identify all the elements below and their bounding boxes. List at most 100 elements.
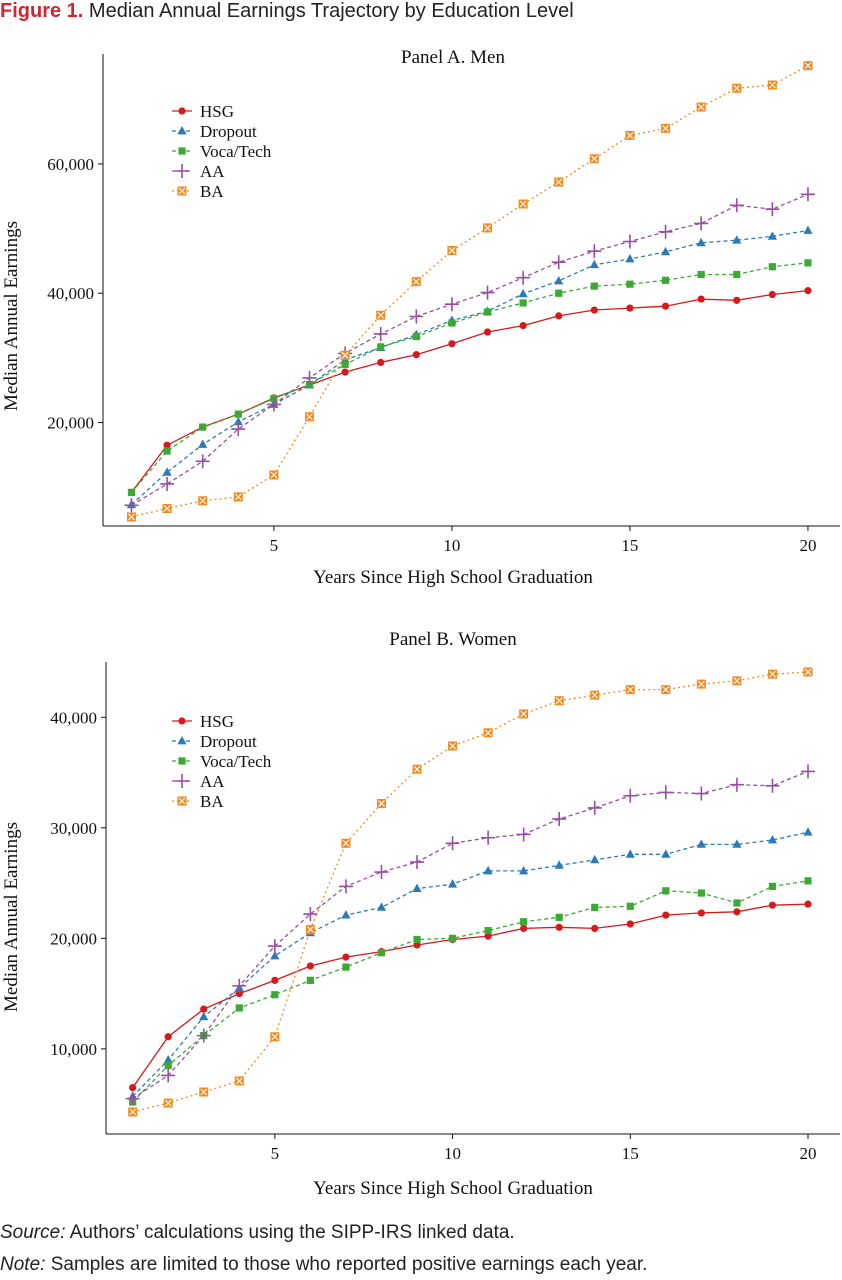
panel-b-point-ba bbox=[341, 838, 351, 848]
panel-a-series bbox=[124, 61, 815, 522]
panel-b-line-dropout bbox=[132, 831, 809, 1097]
panel-b-point-hsg bbox=[271, 976, 279, 984]
panel-a-series-aa bbox=[124, 187, 815, 513]
panel-a-legend-marker bbox=[175, 164, 189, 178]
source-text: Authors’ calculations using the SIPP-IRS… bbox=[65, 1222, 515, 1243]
panel-b-point-voca-tech bbox=[377, 949, 386, 957]
panel-b-point-ba bbox=[554, 696, 564, 706]
panel-a-point-dropout bbox=[198, 439, 208, 448]
panel-a-legend-marker bbox=[178, 147, 186, 155]
panel-a-point-hsg bbox=[519, 321, 527, 330]
panel-b-x-tick-label: 15 bbox=[622, 1144, 639, 1163]
panel-b-point-ba bbox=[483, 728, 493, 738]
panel-b-point-ba bbox=[448, 741, 458, 751]
panel-a-point-aa bbox=[480, 285, 495, 300]
panel-b-point-voca-tech bbox=[662, 887, 670, 895]
panel-b-point-voca-tech bbox=[342, 963, 350, 971]
panel-b-legend-item-voca-tech: Voca/Tech bbox=[172, 752, 272, 771]
panel-b-legend-marker bbox=[178, 757, 186, 765]
panel-b-series-voca-tech bbox=[129, 877, 812, 1106]
panel-b-ticks: 5 10 15 20 10,000 20,000 30,000 40,000 bbox=[50, 708, 816, 1163]
panel-b-point-dropout bbox=[483, 865, 493, 875]
panel-a-legend-label: HSG bbox=[200, 102, 234, 121]
panel-b-point-voca-tech bbox=[164, 1061, 172, 1070]
panel-b-point-aa bbox=[161, 1068, 176, 1083]
panel-a-point-dropout bbox=[660, 246, 671, 256]
panel-a-legend-label: AA bbox=[200, 162, 225, 181]
panel-a-point-hsg bbox=[768, 290, 776, 299]
panel-a-point-ba bbox=[483, 223, 493, 233]
panel-b-y-tick-label: 20,000 bbox=[50, 929, 97, 948]
panel-b-legend-marker bbox=[177, 736, 187, 745]
panel-b-y-axis-label: Median Annual Earnings bbox=[1, 822, 22, 1012]
source-label: Source: bbox=[0, 1222, 66, 1243]
panel-b-point-voca-tech bbox=[591, 903, 599, 911]
panel-b-point-ba bbox=[163, 1098, 173, 1108]
panel-a-line-dropout bbox=[131, 229, 809, 506]
panel-a-legend-label: BA bbox=[200, 182, 224, 201]
panel-a-point-hsg bbox=[412, 351, 420, 359]
panel-b-point-hsg bbox=[235, 990, 243, 998]
source-note: Source: Authors’ calculations using the … bbox=[0, 1222, 842, 1244]
panel-a-legend-marker bbox=[178, 107, 186, 115]
panel-a-point-aa bbox=[729, 198, 744, 213]
panel-b-legend-label: HSG bbox=[200, 712, 234, 731]
panel-a-x-tick-label: 5 bbox=[270, 536, 279, 555]
panel-b-series-dropout bbox=[128, 827, 813, 1100]
panel-b-point-hsg bbox=[484, 932, 492, 940]
panel-b-point-voca-tech bbox=[520, 918, 528, 926]
panel-a-point-aa bbox=[800, 187, 815, 202]
panel-a-point-ba bbox=[554, 177, 564, 187]
panel-a-line-hsg bbox=[130, 289, 809, 493]
panel-a-y-axis-label: Median Annual Earnings bbox=[1, 221, 22, 411]
panel-a-point-ba bbox=[340, 350, 350, 360]
figure-label: Figure 1. bbox=[0, 0, 84, 22]
panel-a-point-aa bbox=[551, 255, 566, 270]
panel-a-x-tick-label: 10 bbox=[443, 536, 460, 555]
panel-b-point-hsg bbox=[200, 1005, 208, 1013]
panel-b-point-aa bbox=[232, 978, 247, 993]
panel-b-point-aa bbox=[267, 939, 282, 954]
panel-b-point-hsg bbox=[626, 920, 634, 928]
panel-a-x-axis-label: Years Since High School Graduation bbox=[313, 567, 593, 588]
panel-b-point-ba bbox=[128, 1107, 138, 1117]
panel-a-point-hsg bbox=[448, 340, 456, 348]
panel-a-point-aa bbox=[587, 244, 602, 259]
panel-a-point-ba bbox=[625, 130, 635, 140]
panel-a-point-aa bbox=[124, 498, 139, 513]
note-text: Samples are limited to those who reporte… bbox=[45, 1254, 648, 1275]
panel-b-point-hsg bbox=[591, 924, 599, 932]
panel-b-point-hsg bbox=[129, 1083, 137, 1092]
panel-b-legend-marker bbox=[175, 774, 189, 788]
panel-b-point-hsg bbox=[555, 923, 563, 931]
panel-b-point-voca-tech bbox=[555, 913, 563, 921]
panel-b-line-hsg bbox=[132, 903, 809, 1088]
panel-b-point-ba bbox=[234, 1076, 244, 1086]
panel-a-point-ba bbox=[305, 412, 315, 422]
panel-b-legend-marker bbox=[177, 796, 187, 806]
panel-b-point-aa bbox=[303, 907, 318, 922]
panel-a-point-aa bbox=[516, 270, 531, 285]
panel-b-point-dropout bbox=[341, 910, 351, 919]
panel-b-point-aa bbox=[481, 830, 496, 845]
panel-b-title: Panel B. Women bbox=[389, 629, 517, 650]
panel-b-line-voca-tech bbox=[132, 880, 809, 1103]
panel-a-point-voca-tech bbox=[768, 263, 776, 271]
panel-a-point-aa bbox=[765, 202, 780, 217]
panel-b-point-ba bbox=[732, 676, 742, 686]
panel-b-chart: Panel B. Women 5 10 15 20 10,000 20,000 30,000… bbox=[1, 629, 840, 1199]
panel-a-point-ba bbox=[589, 154, 599, 164]
panel-b-line-ba bbox=[132, 671, 809, 1113]
panel-b-x-axis-label: Years Since High School Graduation bbox=[313, 1178, 593, 1199]
panel-a-point-voca-tech bbox=[733, 270, 741, 279]
panel-a-point-voca-tech bbox=[377, 343, 385, 351]
panel-a-legend-item-voca-tech: Voca/Tech bbox=[172, 142, 272, 161]
panel-a-series-ba bbox=[126, 61, 813, 522]
panel-b-series-hsg bbox=[129, 900, 812, 1092]
panel-a-y-tick-label: 20,000 bbox=[47, 414, 94, 433]
panel-a-point-ba bbox=[518, 199, 528, 209]
panel-a-point-aa bbox=[266, 397, 281, 412]
panel-a-point-ba bbox=[447, 246, 457, 256]
panel-b-point-ba bbox=[376, 798, 386, 808]
